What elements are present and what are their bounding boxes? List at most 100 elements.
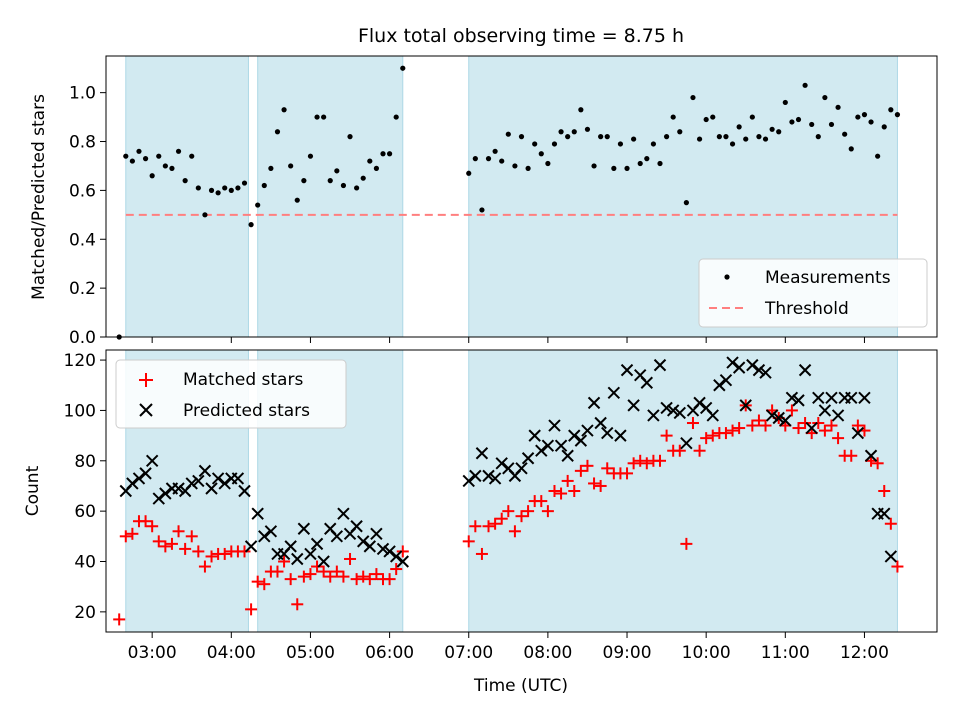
predicted-star-point xyxy=(132,472,146,485)
observing-window xyxy=(468,349,898,633)
matched-star-point xyxy=(179,542,192,555)
predicted-star-point xyxy=(614,429,627,442)
ratio-y-axis: 0.0 0.2 0.4 0.6 0.8 1.0 xyxy=(69,84,106,348)
matched-star-point xyxy=(152,535,165,548)
measurement-point xyxy=(809,121,815,128)
matched-star-point xyxy=(627,457,640,470)
measurement-point xyxy=(637,160,643,167)
matched-star-point xyxy=(383,573,396,586)
matched-star-point xyxy=(535,495,548,508)
measurement-point xyxy=(690,94,696,101)
measurement-point xyxy=(598,134,604,140)
x-tick-label: 06:00 xyxy=(365,643,414,663)
measurement-point xyxy=(327,178,333,184)
predicted-star-point xyxy=(205,482,218,495)
predicted-star-point xyxy=(211,472,225,485)
matched-star-point xyxy=(851,419,864,432)
matched-star-point xyxy=(845,449,858,462)
measurement-point xyxy=(565,134,571,140)
matched-star-point xyxy=(891,560,904,573)
predicted-star-point xyxy=(772,411,785,425)
measurement-point xyxy=(723,134,729,140)
measurement-point xyxy=(222,185,228,191)
matched-star-point xyxy=(502,505,515,518)
measurement-point xyxy=(321,114,327,120)
y-tick-label: 0.0 xyxy=(69,328,96,348)
y-tick-label: 60 xyxy=(74,502,96,522)
measurement-point xyxy=(749,114,755,120)
legend-measurements-label: Measurements xyxy=(765,268,891,288)
predicted-star-point xyxy=(759,366,772,379)
measurement-point xyxy=(485,156,492,162)
measurement-point xyxy=(756,134,762,140)
matched-star-point xyxy=(686,417,699,430)
chart-title: Flux total observing time = 8.75 h xyxy=(358,25,684,47)
measurement-point xyxy=(551,141,558,147)
measurement-point xyxy=(189,153,195,159)
measurement-point xyxy=(861,112,868,118)
x-tick-label: 07:00 xyxy=(444,643,493,663)
predicted-star-point xyxy=(363,540,377,553)
measurement-point xyxy=(175,148,182,154)
matched-star-point xyxy=(568,485,581,497)
measurement-point xyxy=(828,121,835,128)
predicted-star-point xyxy=(779,414,792,427)
predicted-star-point xyxy=(357,535,370,548)
predicted-star-point xyxy=(291,552,304,566)
predicted-star-point xyxy=(482,469,495,483)
measurement-point xyxy=(789,119,795,125)
matched-star-point xyxy=(508,525,521,538)
matched-star-point xyxy=(752,414,765,427)
matched-star-point xyxy=(555,487,568,500)
measurement-point xyxy=(624,165,630,171)
observing-window xyxy=(257,55,404,338)
measurement-point xyxy=(169,165,175,171)
measurement-point xyxy=(492,148,498,154)
measurement-point xyxy=(802,82,808,88)
measurement-point xyxy=(228,187,234,193)
predicted-star-point xyxy=(139,467,152,480)
matched-star-point xyxy=(654,454,666,467)
measurement-point xyxy=(736,124,742,130)
matched-star-point xyxy=(317,565,330,578)
predicted-star-point xyxy=(535,444,548,457)
predicted-star-point xyxy=(706,409,719,422)
matched-star-point xyxy=(719,427,732,440)
predicted-star-point xyxy=(851,426,865,440)
y-tick-label: 0.2 xyxy=(69,279,96,299)
measurement-point xyxy=(301,178,307,184)
matched-star-point xyxy=(693,444,706,457)
matched-star-point xyxy=(278,555,291,568)
matched-star-point xyxy=(548,485,561,497)
predicted-star-point xyxy=(607,386,621,400)
x-tick-label: 04:00 xyxy=(207,643,256,663)
predicted-star-point xyxy=(587,396,601,410)
legend-predicted-label: Predicted stars xyxy=(183,401,310,421)
x-tick-label: 11:00 xyxy=(761,643,810,663)
matched-star-point xyxy=(198,560,211,573)
matched-star-point xyxy=(832,432,845,445)
measurement-point xyxy=(156,153,162,159)
matched-star-point xyxy=(581,459,594,472)
measurement-point xyxy=(881,124,887,130)
measurement-point xyxy=(248,222,254,228)
matched-star-point xyxy=(733,422,746,435)
predicted-star-point xyxy=(785,391,799,405)
matched-star-point xyxy=(311,560,324,573)
matched-star-point xyxy=(205,550,218,563)
y-tick-label: 20 xyxy=(74,603,96,623)
predicted-star-point xyxy=(680,436,693,450)
matched-star-point xyxy=(284,573,297,586)
matched-star-point xyxy=(165,537,178,550)
y-tick-label: 100 xyxy=(64,401,96,421)
measurement-point xyxy=(538,151,544,157)
legend-predicted-marker xyxy=(139,403,153,417)
matched-star-point xyxy=(475,547,488,560)
predicted-star-point xyxy=(752,363,766,377)
matched-star-point xyxy=(680,537,693,550)
predicted-star-point xyxy=(732,361,746,374)
measurement-point xyxy=(334,168,340,174)
measurement-point xyxy=(281,107,287,113)
measurement-point xyxy=(875,153,881,159)
measurement-point xyxy=(340,182,347,189)
